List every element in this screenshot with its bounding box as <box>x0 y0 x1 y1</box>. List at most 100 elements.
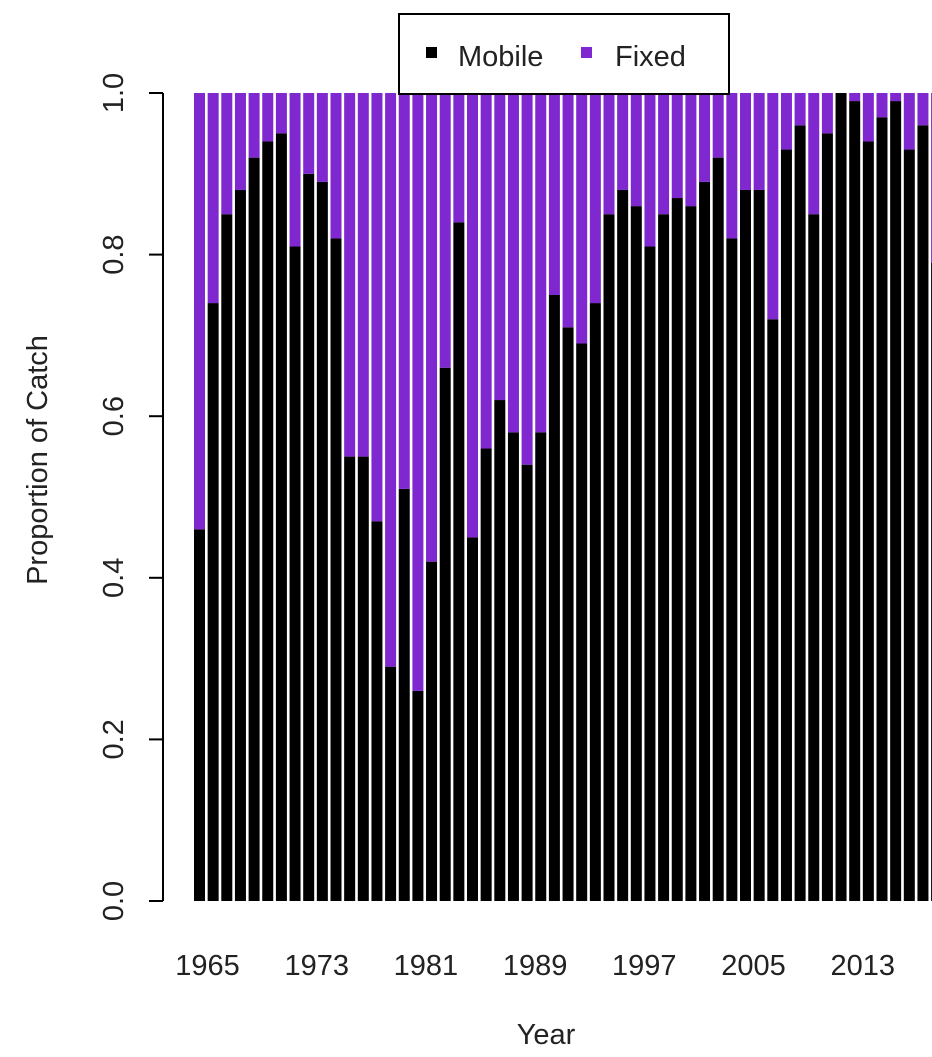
bar-fixed-1983 <box>439 93 451 368</box>
legend-label-mobile: Mobile <box>458 41 543 73</box>
bar-mobile-1987 <box>494 400 506 901</box>
legend-box <box>398 13 730 95</box>
bar-fixed-2002 <box>699 93 711 182</box>
bar-mobile-1989 <box>521 464 533 901</box>
bar-fixed-2013 <box>849 93 861 102</box>
bar-fixed-2000 <box>671 93 683 199</box>
x-tick-label: 2013 <box>830 950 895 982</box>
bar-fixed-1985 <box>467 93 478 538</box>
y-tick-label: 0.4 <box>98 558 130 598</box>
x-tick-label: 1989 <box>503 950 568 982</box>
bar-mobile-1998 <box>644 246 656 901</box>
bar-mobile-1985 <box>467 537 478 901</box>
bar-fixed-1976 <box>344 93 356 457</box>
bar-mobile-1974 <box>316 181 328 901</box>
bar-mobile-2009 <box>794 125 806 901</box>
bar-mobile-1988 <box>507 432 519 901</box>
bar-fixed-1972 <box>289 93 301 247</box>
bar-mobile-1966 <box>207 303 219 902</box>
bar-mobile-2005 <box>740 189 751 901</box>
bar-mobile-1969 <box>248 157 260 901</box>
bar-fixed-1982 <box>426 93 438 562</box>
bar-fixed-2016 <box>890 93 902 102</box>
bar-fixed-2011 <box>821 93 833 134</box>
bar-mobile-1983 <box>439 367 451 902</box>
x-tick-label: 1973 <box>284 950 349 982</box>
bar-mobile-1981 <box>412 690 424 901</box>
y-tick-label: 0.8 <box>98 234 130 274</box>
bar-mobile-1993 <box>576 343 588 902</box>
bar-fixed-2010 <box>808 93 820 215</box>
bar-mobile-1976 <box>344 456 356 901</box>
bar-fixed-1973 <box>303 93 315 174</box>
x-tick-label: 1981 <box>394 950 459 982</box>
bar-fixed-1979 <box>385 93 397 667</box>
bar-mobile-1990 <box>535 432 547 901</box>
bar-mobile-2002 <box>699 181 711 901</box>
bar-mobile-1991 <box>548 295 560 901</box>
bar-fixed-2009 <box>794 93 806 126</box>
bar-mobile-1979 <box>385 666 397 901</box>
bar-fixed-1965 <box>194 93 205 530</box>
bar-mobile-1980 <box>398 488 410 901</box>
y-tick-label: 0.0 <box>98 881 130 921</box>
legend-label-fixed: Fixed <box>615 41 686 73</box>
bar-fixed-1997 <box>630 93 642 207</box>
bar-mobile-1973 <box>303 173 315 902</box>
bar-mobile-1978 <box>371 521 383 901</box>
bar-fixed-2005 <box>740 93 751 190</box>
x-axis: 1965 1973 1981 1989 1997 2005 2013 <box>175 950 895 982</box>
bar-mobile-1986 <box>480 448 492 901</box>
bar-fixed-1996 <box>617 93 629 190</box>
x-axis-title: Year <box>517 1019 576 1051</box>
bar-mobile-2015 <box>876 117 888 902</box>
bar-mobile-2000 <box>671 198 683 902</box>
bar-fixed-1969 <box>248 93 260 158</box>
bar-fixed-2018 <box>917 93 929 126</box>
bar-mobile-1970 <box>262 141 274 902</box>
bar-mobile-2014 <box>862 141 874 902</box>
bar-mobile-2004 <box>726 238 738 901</box>
bar-fixed-2003 <box>712 93 724 158</box>
y-axis-title: Proportion of Catch <box>22 335 54 585</box>
bar-fixed-1986 <box>480 93 492 449</box>
bar-fixed-1981 <box>412 93 424 691</box>
bar-mobile-2001 <box>685 206 697 901</box>
bar-fixed-1968 <box>234 93 246 190</box>
bar-fixed-1971 <box>275 93 287 134</box>
bar-mobile-2011 <box>821 133 833 901</box>
bar-mobile-2018 <box>917 125 929 901</box>
bar-mobile-2016 <box>890 101 902 901</box>
bar-fixed-1999 <box>658 93 670 215</box>
bar-mobile-1995 <box>603 214 615 901</box>
bar-fixed-1993 <box>576 93 588 344</box>
bar-mobile-1971 <box>275 133 287 901</box>
bar-fixed-1975 <box>330 93 342 239</box>
bar-fixed-1987 <box>494 93 506 401</box>
bar-mobile-1975 <box>330 238 342 901</box>
bar-fixed-1991 <box>548 93 560 295</box>
bar-fixed-2015 <box>876 93 888 118</box>
bar-fixed-1980 <box>398 93 410 489</box>
bar-mobile-1968 <box>234 189 246 901</box>
legend-swatch-mobile <box>426 47 437 58</box>
bar-fixed-1998 <box>644 93 656 247</box>
bar-fixed-2008 <box>780 93 792 150</box>
bar-fixed-1970 <box>262 93 274 142</box>
bar-fixed-2014 <box>862 93 874 142</box>
bar-mobile-1994 <box>589 303 601 902</box>
bar-fixed-1994 <box>589 93 601 304</box>
bar-mobile-2007 <box>767 319 779 901</box>
bar-fixed-1992 <box>562 93 574 328</box>
bar-fixed-2001 <box>685 93 697 207</box>
bar-fixed-1978 <box>371 93 383 522</box>
legend: Mobile Fixed <box>398 13 730 95</box>
bar-fixed-2004 <box>726 93 738 239</box>
bar-mobile-1982 <box>426 561 438 901</box>
bar-fixed-2006 <box>753 93 765 190</box>
bar-mobile-1977 <box>357 456 369 901</box>
bar-mobile-2017 <box>903 149 915 901</box>
bar-mobile-2013 <box>849 101 861 901</box>
bar-mobile-1996 <box>617 189 629 901</box>
